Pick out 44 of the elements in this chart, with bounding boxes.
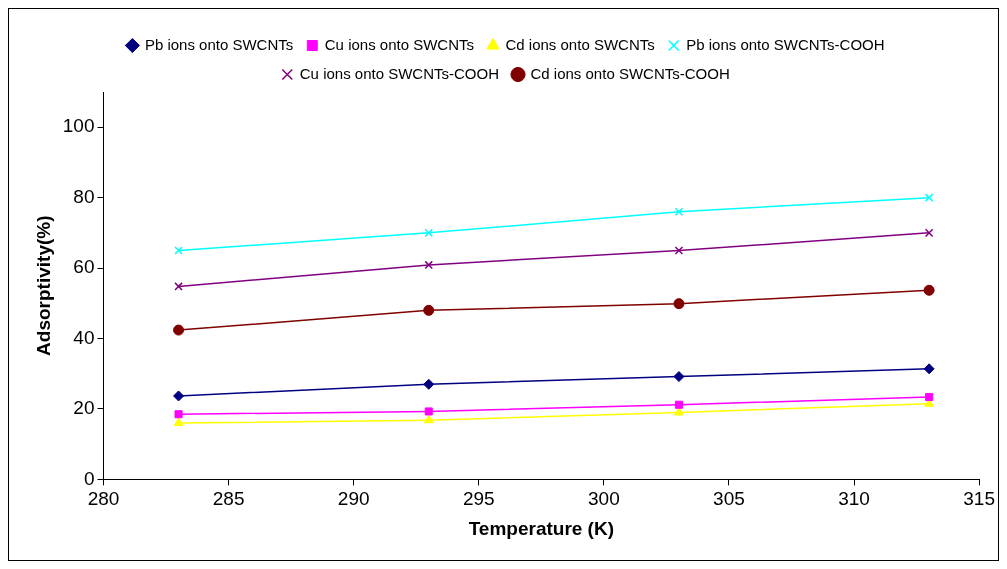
point bbox=[424, 260, 434, 270]
point bbox=[173, 324, 185, 336]
y-tick-label: 40 bbox=[73, 326, 95, 348]
point bbox=[424, 407, 433, 416]
point bbox=[423, 378, 435, 390]
point bbox=[674, 207, 684, 217]
x-tick-label: 280 bbox=[87, 488, 120, 510]
point bbox=[924, 193, 934, 202]
legend-label: Cu ions onto SWCNTs-COOH bbox=[299, 64, 500, 82]
x-tick-label: 295 bbox=[462, 488, 495, 510]
x-tick-label: 310 bbox=[838, 488, 870, 510]
point bbox=[923, 363, 935, 375]
point bbox=[924, 228, 934, 238]
legend-label: Cd ions onto SWCNTs-COOH bbox=[530, 64, 730, 82]
point bbox=[174, 410, 183, 419]
y-tick-label: 100 bbox=[62, 115, 95, 137]
point bbox=[174, 246, 183, 255]
point bbox=[673, 298, 685, 310]
point bbox=[673, 371, 685, 383]
point bbox=[923, 284, 935, 296]
x-tick-label: 285 bbox=[212, 488, 245, 510]
x-axis-title: Temperature (K) bbox=[468, 517, 614, 539]
legend-label: Pb ions onto SWCNTs-COOH bbox=[686, 35, 885, 53]
y-tick-label: 0 bbox=[83, 467, 95, 489]
x-tick-label: 300 bbox=[588, 488, 620, 510]
point bbox=[173, 417, 184, 427]
legend-label: Pb ions onto SWCNTs bbox=[144, 35, 294, 53]
point bbox=[925, 392, 934, 402]
x-tick-label: 305 bbox=[713, 488, 745, 510]
y-tick-label: 20 bbox=[73, 397, 95, 419]
point bbox=[423, 304, 435, 316]
point bbox=[424, 228, 434, 238]
y-tick-label: 80 bbox=[73, 185, 95, 207]
point bbox=[174, 282, 183, 291]
legend-label: Cu ions onto SWCNTs bbox=[324, 35, 474, 53]
y-tick-label: 60 bbox=[73, 256, 95, 278]
point bbox=[423, 414, 434, 424]
point bbox=[173, 390, 185, 402]
y-axis-title: Adsorptivity(%) bbox=[32, 215, 54, 356]
point bbox=[674, 246, 684, 255]
legend-label: Cd ions onto SWCNTs bbox=[505, 35, 655, 53]
x-tick-label: 290 bbox=[337, 488, 370, 510]
point bbox=[674, 400, 683, 409]
x-tick-label: 315 bbox=[963, 488, 995, 510]
